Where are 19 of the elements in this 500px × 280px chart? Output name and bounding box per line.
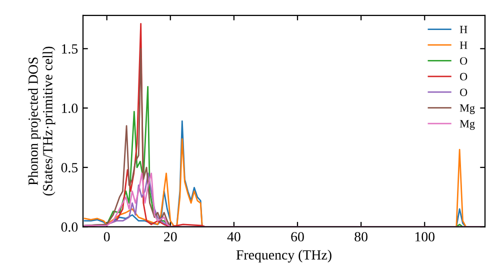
x-tick-label: 0	[104, 232, 110, 242]
legend-label: O	[460, 88, 468, 96]
y-tick-label: 1.5	[62, 44, 78, 54]
y-tick-label: 0.5	[61, 163, 78, 172]
legend-label: H	[460, 42, 468, 49]
x-tick-label: 40	[227, 232, 240, 242]
y-axis-title: Phonon projected DOS (States/THz·primitive cell)	[28, 46, 56, 196]
x-tick-label: 60	[291, 232, 304, 242]
legend-label: H	[460, 26, 468, 34]
legend-label: Mg	[460, 120, 475, 130]
legend-label: Mg	[460, 104, 475, 114]
y-tick-label: 1.0	[62, 104, 78, 114]
x-axis-title: Frequency (THz)	[236, 250, 332, 262]
x-tick-label: 80	[354, 232, 368, 242]
legend-label: O	[460, 57, 468, 65]
x-tick-label: 20	[164, 232, 177, 242]
y-tick-label: 0.0	[61, 222, 78, 232]
x-tick-label: 100	[415, 232, 435, 242]
legend-label: O	[460, 72, 468, 80]
